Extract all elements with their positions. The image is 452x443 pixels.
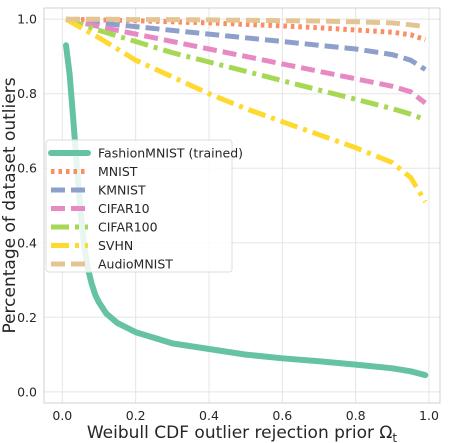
legend-label: AudioMNIST bbox=[98, 257, 173, 272]
y-axis-label: Percentage of dataset outliers bbox=[0, 77, 20, 333]
y-tick-label: 0.8 bbox=[17, 86, 37, 101]
series-line-cifar10 bbox=[65, 16, 427, 105]
legend-label: FashionMNIST (trained) bbox=[98, 146, 243, 161]
x-tick-label: 1.0 bbox=[419, 408, 439, 423]
legend-label: MNIST bbox=[98, 164, 138, 179]
x-tick-label: 0.0 bbox=[52, 408, 72, 423]
legend-box bbox=[45, 139, 233, 273]
x-tick-label: 0.4 bbox=[199, 408, 219, 423]
series-line-audiomnist bbox=[66, 16, 426, 30]
legend-label: CIFAR100 bbox=[98, 220, 158, 235]
y-tick-label: 0.4 bbox=[17, 235, 37, 250]
legend: FashionMNIST (trained) MNIST KMNIST CIFAR10… bbox=[45, 139, 243, 273]
y-tick-label: 0.6 bbox=[17, 161, 37, 176]
x-tick-label: 0.8 bbox=[346, 408, 366, 423]
y-axis-ticks: 0.0 0.2 0.4 0.6 0.8 1.0 bbox=[17, 12, 37, 400]
legend-label: SVHN bbox=[98, 238, 133, 253]
series-line-svhn bbox=[64, 17, 428, 204]
x-tick-label: 0.6 bbox=[272, 408, 292, 423]
x-axis-label-subscript: t bbox=[392, 431, 397, 443]
y-tick-label: 0.2 bbox=[17, 310, 37, 325]
series-line-mnist bbox=[65, 16, 427, 43]
x-tick-label: 0.2 bbox=[126, 408, 146, 423]
legend-label: KMNIST bbox=[98, 183, 146, 198]
series-line-cifar100 bbox=[65, 16, 427, 123]
y-tick-label: 0.0 bbox=[17, 384, 37, 399]
plot-frame bbox=[43, 7, 441, 404]
x-axis-label-main: Weibull CDF outlier rejection prior Ω bbox=[87, 423, 393, 443]
y-tick-label: 1.0 bbox=[17, 12, 37, 27]
series-line-kmnist bbox=[65, 16, 427, 72]
x-axis-ticks: 0.0 0.2 0.4 0.6 0.8 1.0 bbox=[52, 408, 439, 423]
legend-label: CIFAR10 bbox=[98, 201, 150, 216]
x-axis-label: Weibull CDF outlier rejection prior Ωt bbox=[87, 423, 398, 443]
